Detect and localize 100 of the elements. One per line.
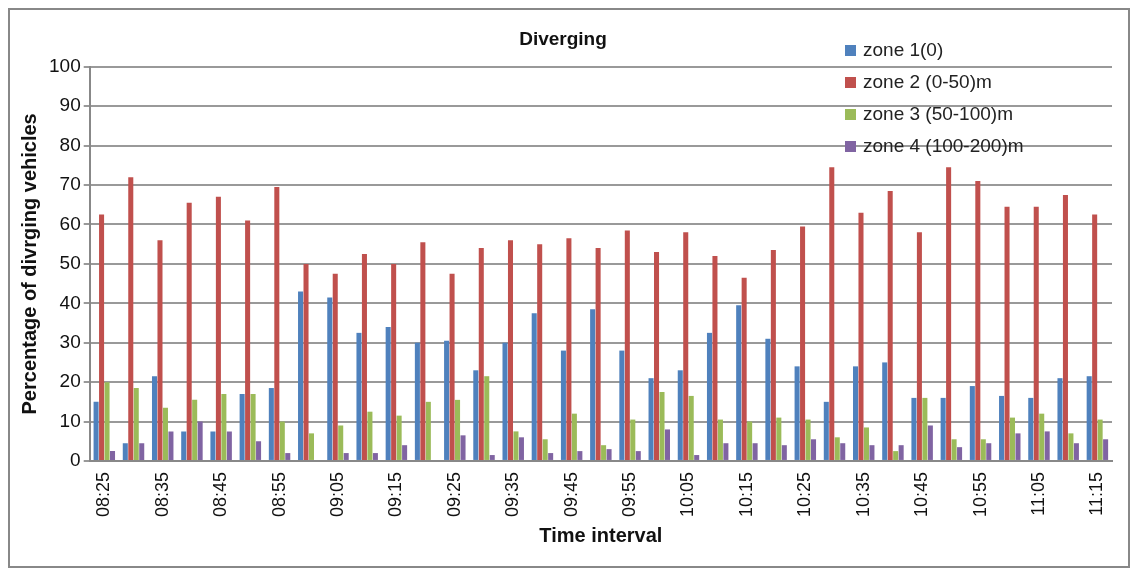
y-tick-label: 100 bbox=[49, 55, 81, 77]
bar bbox=[688, 395, 694, 460]
bar bbox=[765, 338, 771, 460]
x-tick-label: 10:45 bbox=[911, 471, 932, 517]
bar bbox=[706, 332, 712, 460]
x-tick-label: 08:25 bbox=[93, 471, 114, 517]
bar bbox=[548, 453, 554, 460]
bar bbox=[940, 397, 946, 460]
bar bbox=[1004, 206, 1010, 460]
bar bbox=[391, 263, 397, 460]
bar bbox=[274, 187, 280, 460]
bar bbox=[654, 252, 660, 460]
bar bbox=[372, 453, 378, 460]
x-tick-label: 08:45 bbox=[210, 471, 231, 517]
bar bbox=[133, 388, 139, 460]
bar bbox=[285, 453, 291, 460]
bar bbox=[999, 395, 1005, 460]
bar bbox=[927, 425, 933, 460]
bar bbox=[99, 214, 105, 460]
bar bbox=[1073, 443, 1079, 460]
bar bbox=[624, 230, 630, 460]
x-tick-label: 09:35 bbox=[502, 471, 523, 517]
bar bbox=[922, 397, 928, 460]
bar bbox=[531, 313, 537, 460]
bar bbox=[308, 433, 315, 460]
y-tick-label: 30 bbox=[59, 330, 81, 352]
bar bbox=[256, 441, 262, 460]
bar bbox=[916, 232, 922, 460]
bar bbox=[1086, 376, 1092, 460]
bar bbox=[946, 167, 952, 460]
bar bbox=[887, 190, 893, 460]
bar bbox=[385, 326, 391, 460]
bar bbox=[1097, 419, 1103, 460]
bar bbox=[396, 415, 402, 460]
legend-label: zone 3 (50-100)m bbox=[863, 103, 1013, 125]
bar bbox=[1039, 413, 1045, 460]
bar bbox=[619, 350, 625, 460]
bar bbox=[338, 425, 344, 460]
bar bbox=[420, 242, 426, 460]
bar bbox=[303, 263, 309, 460]
bar bbox=[590, 309, 596, 460]
bar bbox=[840, 443, 846, 460]
chart-title: Diverging bbox=[519, 27, 607, 49]
bar bbox=[683, 232, 689, 460]
bar bbox=[957, 447, 963, 460]
bar bbox=[192, 399, 198, 460]
bar bbox=[980, 439, 986, 460]
x-axis-title: Time interval bbox=[539, 523, 663, 546]
bar bbox=[473, 370, 479, 460]
bar bbox=[513, 431, 519, 460]
x-tick-label: 08:35 bbox=[151, 471, 172, 517]
x-tick-label: 10:15 bbox=[735, 471, 756, 517]
bar bbox=[425, 401, 431, 460]
bar bbox=[168, 431, 174, 460]
bar bbox=[414, 342, 420, 460]
bar bbox=[279, 421, 285, 460]
bar bbox=[268, 388, 274, 460]
x-tick-label: 08:55 bbox=[268, 471, 289, 517]
bar bbox=[1015, 433, 1021, 460]
y-tick-label: 0 bbox=[70, 449, 81, 471]
bar bbox=[1062, 194, 1068, 460]
bar bbox=[186, 202, 192, 460]
bar bbox=[250, 393, 256, 460]
bar bbox=[93, 401, 99, 460]
legend-label: zone 1(0) bbox=[863, 39, 944, 61]
bar bbox=[677, 370, 683, 460]
bar bbox=[157, 240, 163, 460]
bar bbox=[197, 421, 203, 460]
y-tick-label: 60 bbox=[59, 212, 81, 234]
bar bbox=[181, 431, 187, 460]
x-tick-label: 09:05 bbox=[326, 471, 347, 517]
bar bbox=[162, 407, 168, 460]
x-tick-label: 10:55 bbox=[969, 471, 990, 517]
bar bbox=[1028, 397, 1034, 460]
bar bbox=[327, 297, 333, 460]
bar bbox=[858, 212, 864, 460]
bar bbox=[969, 386, 975, 460]
bar bbox=[226, 431, 232, 460]
bar bbox=[1044, 431, 1050, 460]
bar bbox=[1057, 378, 1063, 460]
bar bbox=[770, 250, 776, 460]
bar bbox=[986, 443, 992, 460]
bar bbox=[829, 167, 835, 460]
bar bbox=[911, 397, 917, 460]
bar bbox=[571, 413, 577, 460]
bar bbox=[367, 411, 373, 460]
bar bbox=[239, 393, 245, 460]
bar bbox=[747, 421, 753, 460]
bar bbox=[484, 376, 490, 460]
bar bbox=[794, 366, 800, 460]
bar bbox=[444, 340, 450, 460]
bar bbox=[852, 366, 859, 460]
legend-label: zone 4 (100-200)m bbox=[863, 135, 1024, 157]
bar bbox=[215, 196, 221, 460]
bar bbox=[898, 445, 904, 460]
x-tick-label: 09:45 bbox=[560, 471, 581, 517]
bar bbox=[460, 435, 466, 460]
bar bbox=[752, 443, 758, 460]
bar bbox=[863, 427, 869, 460]
y-tick-label: 10 bbox=[59, 409, 81, 431]
